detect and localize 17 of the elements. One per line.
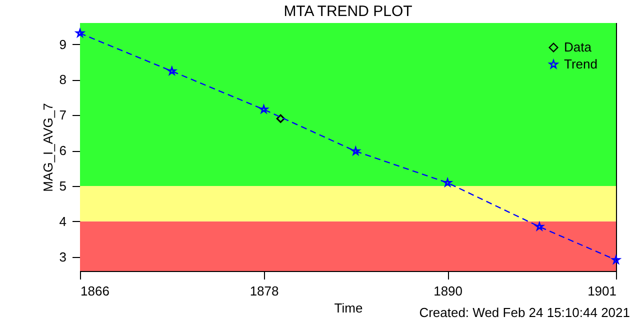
y-tick-label: 5 — [59, 178, 66, 194]
y-axis-title: MAG_I_AVG_7 — [40, 103, 56, 192]
chart-title: MTA TREND PLOT — [284, 3, 412, 20]
y-tick-label: 6 — [59, 143, 66, 158]
x-tick-label: 1878 — [250, 284, 279, 298]
legend-label: Trend — [564, 56, 598, 72]
x-tick-label: 1890 — [434, 284, 463, 298]
y-tick-label: 9 — [59, 36, 66, 52]
y-tick-label: 7 — [59, 108, 66, 123]
legend-label: Data — [564, 40, 592, 54]
y-tick-label: 8 — [59, 72, 66, 88]
x-tick-label: 1866 — [80, 284, 110, 298]
text: Created: Wed Feb 24 15:10:44 2021 — [419, 305, 630, 320]
x-tick-label: 1901 — [588, 284, 616, 298]
y-tick-label: 3 — [59, 249, 66, 264]
x-axis-title: Time — [334, 300, 363, 316]
y-tick-label: 4 — [59, 214, 66, 229]
